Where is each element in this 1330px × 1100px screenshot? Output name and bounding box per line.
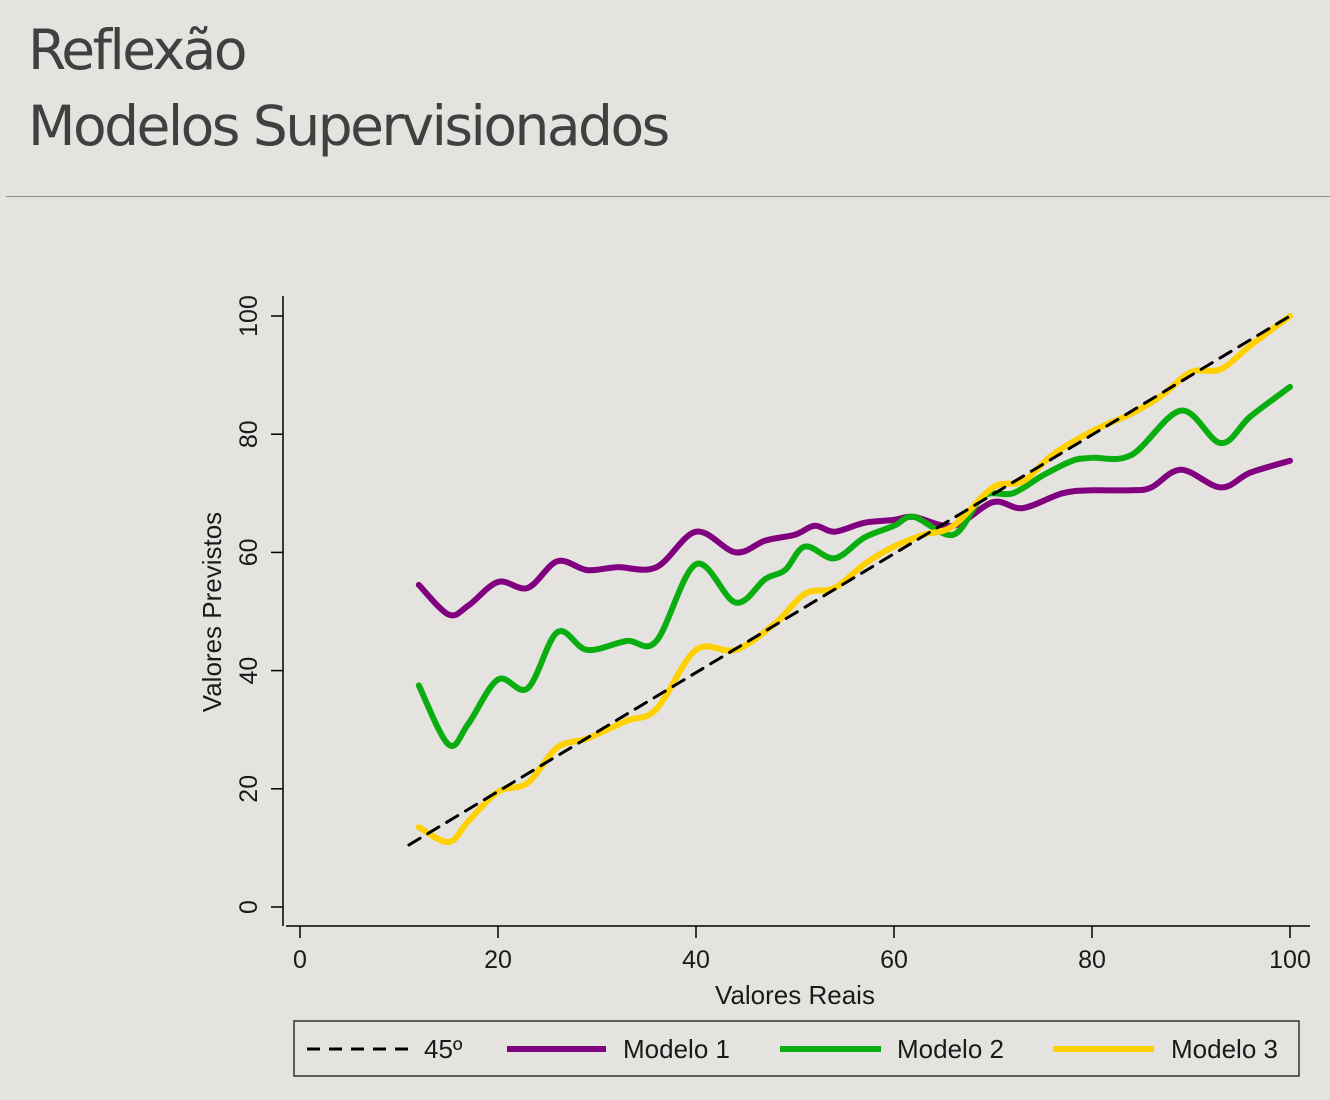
series-line-45deg [407,314,1292,847]
legend-label: 45º [424,1034,463,1064]
legend-label: Modelo 1 [623,1034,730,1064]
y-tick-label: 40 [235,657,263,685]
ticks: 0 20 40 60 80 100 0 20 40 60 80 100 [235,295,1311,974]
series-line-modelo-2 [415,383,1293,749]
legend-label: Modelo 2 [897,1034,1004,1064]
series-lines [407,313,1293,847]
x-tick-label: 80 [1078,946,1106,974]
slide-title-line-2: Modelos Supervisionados [28,94,670,158]
y-tick-label: 60 [235,538,263,566]
legend: 45º Modelo 1 Modelo 2 Modelo 3 [293,1020,1300,1077]
x-tick-label: 40 [682,946,710,974]
x-tick-label: 60 [880,946,908,974]
y-tick-label: 20 [235,775,263,803]
x-tick-label: 20 [484,946,512,974]
y-tick-label: 100 [235,295,263,337]
y-tick-label: 80 [235,420,263,448]
x-axis-title: Valores Reais [715,980,875,1010]
y-tick-label: 0 [235,900,263,914]
legend-box [293,1020,1300,1077]
slide-title: Reflexão Modelos Supervisionados [28,12,670,164]
axes [282,296,1310,927]
x-tick-label: 100 [1269,946,1311,974]
title-divider [6,196,1330,197]
slide-title-line-1: Reflexão [28,18,247,82]
legend-label: Modelo 3 [1171,1034,1278,1064]
series-line-modelo-1 [415,457,1293,619]
y-axis-title: Valores Previstos [197,512,227,712]
x-tick-label: 0 [293,946,307,974]
